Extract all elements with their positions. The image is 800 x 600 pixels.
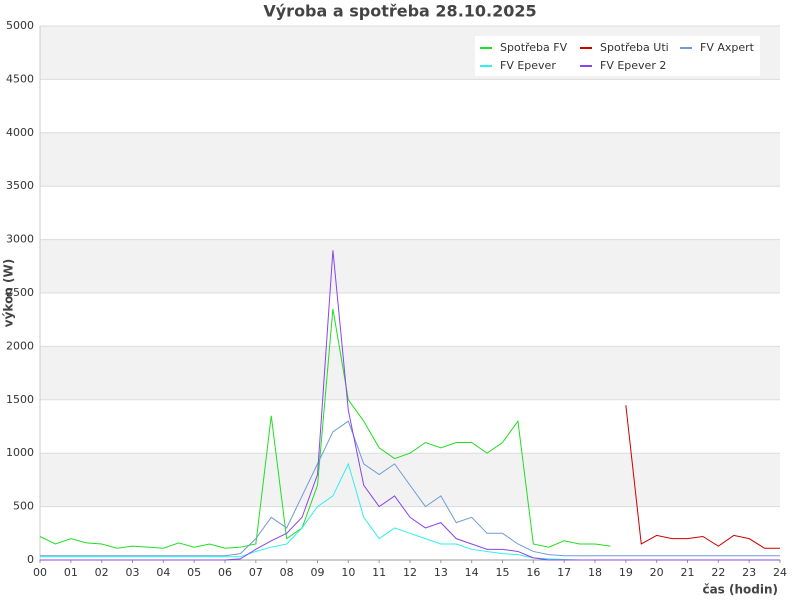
legend-label: FV Epever 2 (600, 59, 666, 72)
x-tick-label: 11 (372, 566, 386, 579)
series-line (40, 250, 780, 561)
y-tick-label: 1000 (6, 446, 34, 459)
legend-label: Spotřeba Uti (600, 41, 669, 54)
legend-label: FV Axpert (700, 41, 755, 54)
x-tick-label: 14 (465, 566, 479, 579)
x-tick-label: 03 (126, 566, 140, 579)
x-tick-label: 01 (64, 566, 78, 579)
y-tick-label: 2000 (6, 339, 34, 352)
grid-band (40, 453, 780, 507)
x-tick-label: 12 (403, 566, 417, 579)
y-tick-label: 4000 (6, 126, 34, 139)
x-tick-label: 06 (218, 566, 232, 579)
x-tick-label: 20 (650, 566, 664, 579)
y-tick-label: 1500 (6, 393, 34, 406)
x-tick-label: 19 (619, 566, 633, 579)
legend-label: FV Epever (500, 59, 556, 72)
x-tick-label: 08 (280, 566, 294, 579)
x-tick-label: 00 (33, 566, 47, 579)
x-tick-label: 13 (434, 566, 448, 579)
x-tick-label: 18 (588, 566, 602, 579)
series-line (625, 405, 780, 549)
y-tick-label: 0 (27, 553, 34, 566)
x-tick-label: 05 (187, 566, 201, 579)
x-tick-label: 17 (557, 566, 571, 579)
y-axis-label: výkon (W) (2, 259, 16, 327)
x-axis-label: čas (hodin) (702, 583, 778, 597)
y-tick-label: 2500 (6, 286, 34, 299)
grid-band (40, 239, 780, 293)
x-tick-label: 10 (341, 566, 355, 579)
x-tick-label: 15 (496, 566, 510, 579)
x-tick-label: 21 (681, 566, 695, 579)
x-tick-label: 16 (526, 566, 540, 579)
x-tick-label: 23 (742, 566, 756, 579)
legend-box (475, 36, 760, 76)
y-tick-label: 3000 (6, 233, 34, 246)
x-tick-label: 02 (95, 566, 109, 579)
grid-band (40, 132, 780, 187)
x-tick-label: 24 (773, 566, 787, 579)
legend: Spotřeba FV Spotřeba Uti FV Axpert FV Epeve… (475, 36, 760, 76)
x-tick-label: 04 (156, 566, 170, 579)
x-tick-label: 22 (711, 566, 725, 579)
chart-title: Výroba a spotřeba 28.10.2025 (263, 2, 536, 21)
y-tick-label: 5000 (6, 19, 34, 32)
series-line (40, 420, 780, 557)
y-tick-label: 4500 (6, 72, 34, 85)
y-tick-label: 500 (13, 500, 34, 513)
y-tick-label: 3500 (6, 179, 34, 192)
x-tick-label: 07 (249, 566, 263, 579)
grid (40, 26, 780, 507)
x-tick-label: 09 (311, 566, 325, 579)
series-line (39, 308, 611, 549)
legend-label: Spotřeba FV (500, 41, 568, 54)
grid-band (40, 346, 780, 400)
